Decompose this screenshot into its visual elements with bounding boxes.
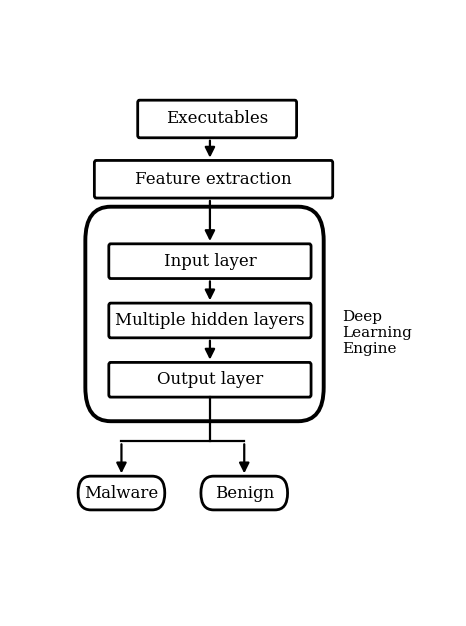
- FancyBboxPatch shape: [78, 476, 165, 510]
- Text: Multiple hidden layers: Multiple hidden layers: [115, 312, 305, 329]
- FancyBboxPatch shape: [94, 160, 333, 198]
- FancyBboxPatch shape: [201, 476, 288, 510]
- FancyBboxPatch shape: [109, 362, 311, 397]
- Text: Deep
Learning
Engine: Deep Learning Engine: [342, 310, 411, 356]
- Text: Input layer: Input layer: [164, 253, 256, 270]
- FancyBboxPatch shape: [109, 244, 311, 279]
- FancyBboxPatch shape: [138, 100, 297, 138]
- Text: Malware: Malware: [84, 485, 158, 501]
- FancyBboxPatch shape: [109, 303, 311, 338]
- Text: Benign: Benign: [215, 485, 274, 501]
- FancyBboxPatch shape: [85, 207, 324, 421]
- Text: Output layer: Output layer: [157, 371, 263, 388]
- Text: Feature extraction: Feature extraction: [135, 171, 292, 188]
- Text: Executables: Executables: [166, 110, 268, 128]
